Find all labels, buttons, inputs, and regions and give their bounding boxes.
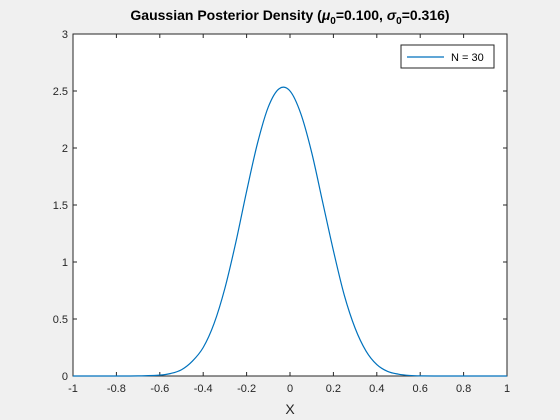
- chart-title: Gaussian Posterior Density (μ0=0.100, σ0…: [130, 7, 449, 27]
- y-tick-label: 0.5: [53, 314, 68, 326]
- legend-label: N = 30: [451, 52, 484, 64]
- x-tick-label: -1: [68, 383, 78, 395]
- x-tick-label: -0.2: [237, 383, 256, 395]
- title-sigma-value: =0.316): [402, 7, 450, 23]
- title-main: Gaussian Posterior Density (: [130, 7, 322, 23]
- x-tick-label: 0.6: [413, 383, 428, 395]
- y-tick-labels: 0 0.5 1 1.5 2 2.5 3: [53, 29, 68, 383]
- title-mu-value: =0.100,: [336, 7, 387, 23]
- x-tick-label: 0.2: [326, 383, 341, 395]
- y-tick-label: 1: [62, 257, 68, 269]
- x-tick-label: -0.8: [107, 383, 126, 395]
- x-tick-labels: -1 -0.8 -0.6 -0.4 -0.2 0 0.2 0.4 0.6 0.8 1: [68, 383, 510, 395]
- y-tick-label: 3: [62, 29, 68, 41]
- plot-area: [73, 34, 507, 376]
- x-tick-label: 0.8: [456, 383, 471, 395]
- legend: N = 30: [401, 45, 494, 68]
- y-tick-label: 0: [62, 371, 68, 383]
- x-tick-label: 1: [504, 383, 510, 395]
- x-tick-label: 0: [287, 383, 293, 395]
- x-tick-label: 0.4: [369, 383, 384, 395]
- y-tick-label: 2.5: [53, 86, 68, 98]
- x-axis-label: X: [285, 401, 295, 417]
- x-tick-label: -0.6: [150, 383, 169, 395]
- x-tick-label: -0.4: [194, 383, 213, 395]
- y-tick-label: 2: [62, 143, 68, 155]
- y-tick-label: 1.5: [53, 200, 68, 212]
